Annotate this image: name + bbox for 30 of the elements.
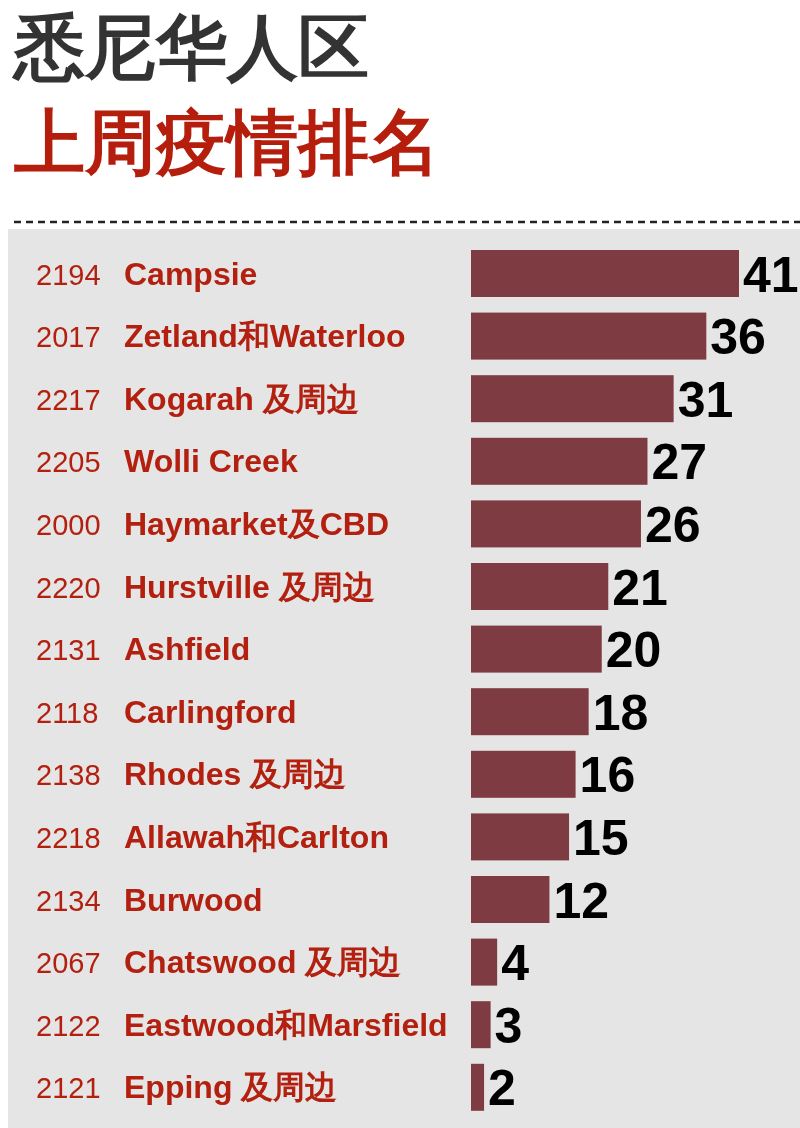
- data-label: 41: [743, 246, 799, 303]
- data-label: 31: [677, 371, 734, 428]
- category-label: 2118 Carlingford: [36, 693, 297, 730]
- data-label: 3: [494, 997, 523, 1054]
- data-label: 15: [573, 809, 629, 866]
- category-label: 2220 Hurstville 及周边: [36, 568, 375, 605]
- category-label: 2218 Allawah和Carlton: [36, 818, 389, 855]
- data-label: 12: [553, 872, 610, 929]
- category-label: 2122 Eastwood和Marsfield: [36, 1006, 448, 1043]
- category-label: 2121 Epping 及周边: [36, 1069, 338, 1106]
- data-label: 21: [612, 559, 668, 616]
- data-label: 16: [579, 747, 636, 804]
- category-label: 2194 Campsie: [36, 255, 258, 292]
- category-label: 2138 Rhodes 及周边: [36, 756, 347, 793]
- subtitle: 上周疫情排名: [14, 103, 440, 182]
- data-label: 20: [605, 622, 662, 679]
- data-label: 27: [651, 434, 708, 491]
- data-label: 18: [592, 684, 649, 741]
- category-label: 2131 Ashfield: [36, 631, 251, 668]
- category-label: 2205 Wolli Creek: [36, 443, 298, 480]
- category-label: 2217 Kogarah 及周边: [36, 380, 359, 417]
- data-label: 4: [501, 935, 529, 992]
- category-label: 2134 Burwood: [36, 881, 263, 918]
- category-label: 2017 Zetland和Waterloo: [36, 318, 406, 355]
- category-label: 2000 Haymarket及CBD: [36, 505, 389, 542]
- category-label: 2067 Chatswood 及周边: [36, 944, 402, 981]
- data-label: 2: [488, 1060, 516, 1117]
- data-label: 26: [644, 496, 701, 553]
- title: 悉尼华人区: [14, 8, 369, 87]
- data-label: 36: [710, 309, 766, 366]
